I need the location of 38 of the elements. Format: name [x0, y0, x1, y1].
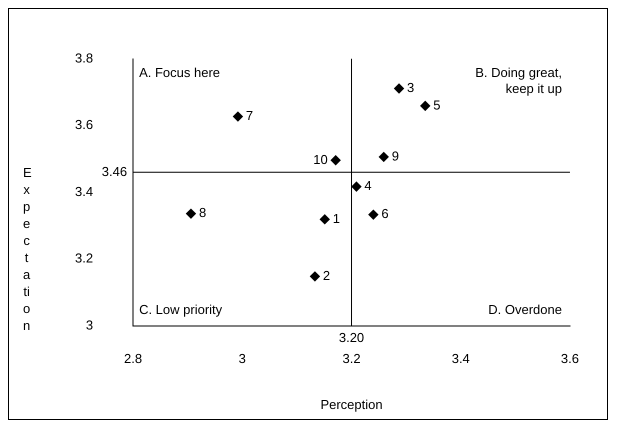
- x-tick-label: 3: [238, 351, 246, 366]
- x-axis-title: Perception: [320, 396, 383, 412]
- annotation: 8: [198, 205, 206, 220]
- annotation: 9: [392, 148, 399, 164]
- annotation: 2: [322, 268, 330, 283]
- annotation: B. Doing great, keep it up: [475, 64, 562, 96]
- point: [378, 152, 389, 162]
- point: [330, 155, 341, 166]
- point: [320, 214, 330, 224]
- annotation: 6: [381, 206, 389, 222]
- ref-line-label: 3.20: [338, 330, 364, 345]
- text: Expectation: [23, 165, 32, 333]
- annotation: 10: [313, 152, 328, 167]
- annotation: 5: [433, 97, 440, 112]
- point: [232, 112, 243, 122]
- x-tick-label: 2.8: [124, 351, 142, 366]
- point: [351, 182, 362, 192]
- y-tick-label: 3: [86, 317, 94, 332]
- point: [368, 210, 378, 220]
- annotation: 7: [246, 108, 254, 124]
- x-tick-label: 3.2: [342, 351, 361, 366]
- x-tick-label: 3.4: [452, 351, 470, 366]
- annotation: A. Focus here: [139, 64, 220, 80]
- y-tick-label: 3.2: [74, 250, 94, 266]
- point: [420, 100, 430, 111]
- x-tick-label: 3.6: [560, 351, 580, 366]
- y-tick-label: 3.8: [74, 50, 94, 66]
- annotation: D. Overdone: [488, 302, 562, 317]
- ref-line-label: 3.46: [102, 164, 128, 179]
- annotation: C. Low priority: [139, 302, 223, 317]
- annotation: 3: [407, 80, 414, 96]
- y-tick-label: 3.6: [74, 117, 94, 132]
- y-tick-label: 3.4: [74, 184, 94, 199]
- point: [186, 208, 196, 219]
- annotation: 4: [364, 178, 372, 194]
- point: [394, 84, 404, 94]
- annotation: 1: [332, 210, 340, 226]
- point: [310, 271, 320, 282]
